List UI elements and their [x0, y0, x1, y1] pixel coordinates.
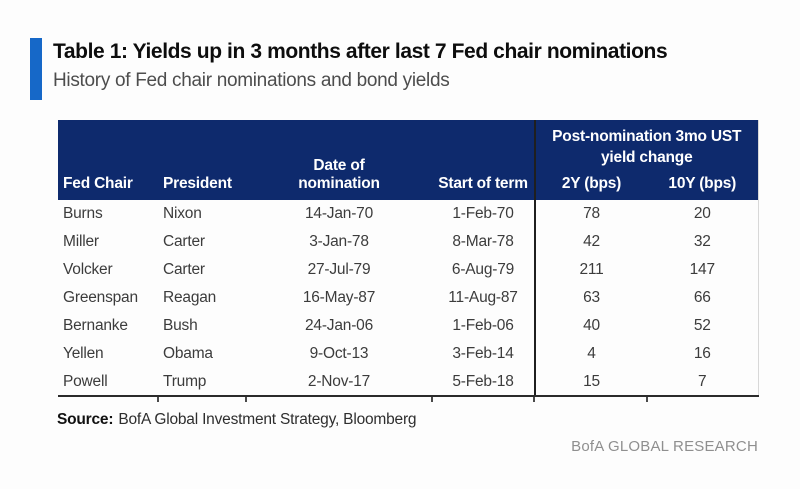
table-row: Volcker Carter 27-Jul-79 6-Aug-79 211 147 [58, 256, 758, 284]
table-cell: Bernanke [58, 312, 158, 340]
table-subtitle: History of Fed chair nominations and bon… [53, 70, 450, 91]
table-cell: 211 [534, 256, 647, 284]
table-cell: 15 [534, 368, 649, 402]
title-block: Table 1: Yields up in 3 months after las… [30, 38, 668, 100]
table-cell: Yellen [58, 340, 158, 368]
table-row: Yellen Obama 9-Oct-13 3-Feb-14 4 16 [58, 340, 758, 368]
col-header-2y-bps: 2Y (bps) [534, 168, 647, 200]
table-cell: 27-Jul-79 [246, 256, 432, 284]
table-row: Burns Nixon 14-Jan-70 1-Feb-70 78 20 [58, 200, 758, 228]
table-cell: 20 [647, 200, 758, 228]
table-cell: Bush [158, 312, 246, 340]
table-cell: Volcker [58, 256, 158, 284]
table-cell: 24-Jan-06 [246, 312, 432, 340]
title-texts: Table 1: Yields up in 3 months after las… [53, 38, 668, 100]
source-line: Source: BofA Global Investment Strategy, … [57, 411, 417, 429]
group-header-post-nomination: Post-nomination 3mo UST yield change [534, 120, 758, 168]
table-cell: 16 [647, 340, 758, 368]
table-cell: 3-Jan-78 [246, 228, 432, 256]
table-cell: 66 [647, 284, 758, 312]
col-header-date-of-nomination: Date of nomination [246, 120, 432, 200]
date-header-line2: nomination [298, 175, 380, 192]
table-cell: Trump [158, 368, 247, 402]
col-header-10y-bps: 10Y (bps) [647, 168, 758, 200]
col-header-president: President [158, 120, 246, 200]
accent-bar [30, 38, 42, 100]
table-cell: 42 [534, 228, 647, 256]
table-cell: 9-Oct-13 [246, 340, 432, 368]
brand-line: BofA GLOBAL RESEARCH [571, 438, 758, 455]
table-cell: 40 [534, 312, 647, 340]
col-header-start-of-term: Start of term [432, 120, 535, 200]
table-cell: 1-Feb-70 [432, 200, 535, 228]
table-cell: 63 [534, 284, 647, 312]
source-label: Source: [57, 411, 114, 428]
table-cell: 1-Feb-06 [432, 312, 535, 340]
table-cell: 78 [534, 200, 647, 228]
table-cell: Powell [58, 368, 159, 402]
table-cell: 5-Feb-18 [432, 368, 535, 402]
table-cell: Carter [158, 256, 246, 284]
table-cell: 32 [647, 228, 758, 256]
source-text: BofA Global Investment Strategy, Bloombe… [118, 411, 417, 428]
col-header-fed-chair: Fed Chair [58, 120, 158, 200]
table-cell: 16-May-87 [246, 284, 432, 312]
group-header-line2: yield change [601, 149, 693, 166]
table-cell: Carter [158, 228, 246, 256]
table-cell: Nixon [158, 200, 246, 228]
date-header-line1: Date of [313, 157, 365, 174]
table-cell: Obama [158, 340, 246, 368]
table-cell: Miller [58, 228, 158, 256]
fed-chair-nominations-table: Fed Chair President Date of nomination St… [58, 120, 759, 402]
table-title: Table 1: Yields up in 3 months after las… [53, 40, 668, 63]
table-cell: Burns [58, 200, 158, 228]
table-row: Miller Carter 3-Jan-78 8-Mar-78 42 32 [58, 228, 758, 256]
table-cell: 2-Nov-17 [246, 368, 433, 402]
table-row: Bernanke Bush 24-Jan-06 1-Feb-06 40 52 [58, 312, 758, 340]
table-cell: 11-Aug-87 [432, 284, 535, 312]
table-cell: 7 [647, 368, 758, 397]
group-header-line1: Post-nomination 3mo UST [552, 128, 742, 145]
table-cell: 8-Mar-78 [432, 228, 535, 256]
table-cell: Reagan [158, 284, 246, 312]
table-cell: Greenspan [58, 284, 158, 312]
table-cell: 147 [647, 256, 758, 284]
table-body: Burns Nixon 14-Jan-70 1-Feb-70 78 20 Miller Car… [58, 200, 758, 402]
table-cell: 14-Jan-70 [246, 200, 432, 228]
table-cell: 6-Aug-79 [432, 256, 535, 284]
table-cell: 52 [647, 312, 758, 340]
table-header: Fed Chair President Date of nomination St… [58, 120, 758, 200]
table-row: Powell Trump 2-Nov-17 5-Feb-18 15 7 [58, 368, 758, 402]
table-cell: 3-Feb-14 [432, 340, 535, 368]
table-row: Greenspan Reagan 16-May-87 11-Aug-87 63 66 [58, 284, 758, 312]
table-cell: 4 [534, 340, 647, 368]
